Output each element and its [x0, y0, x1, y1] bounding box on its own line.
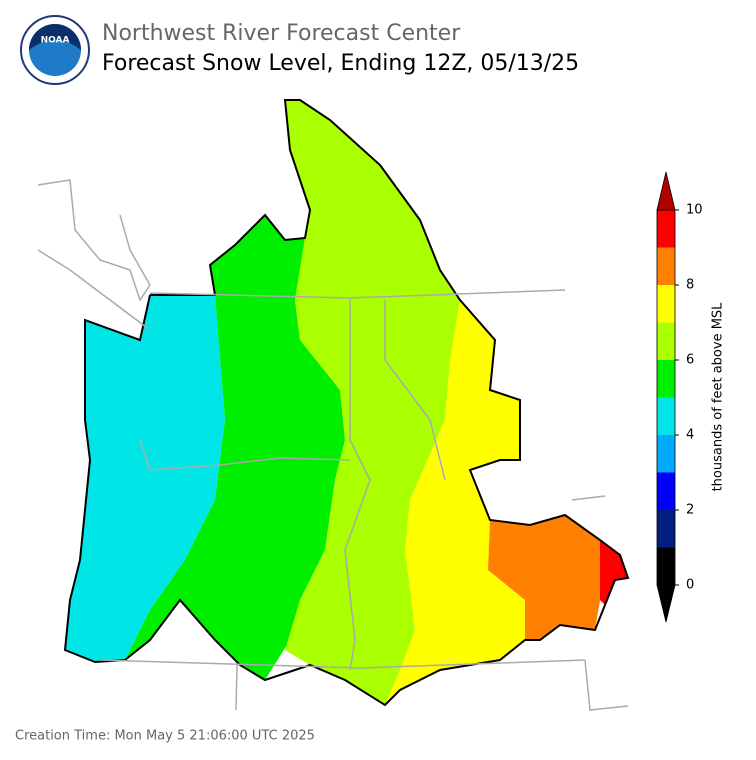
colorbar-segment	[657, 510, 675, 548]
colorbar-tick-label: 0	[686, 578, 694, 593]
colorbar-segment	[657, 472, 675, 510]
colorbar-segment	[657, 210, 675, 248]
colorbar: 0 2 4 6 8 10	[656, 171, 703, 623]
colorbar-tick-label: 8	[686, 278, 694, 293]
noaa-logo: NOAA	[20, 15, 90, 85]
logo-text: NOAA	[41, 36, 70, 46]
colorbar-tick-label: 4	[686, 428, 694, 443]
subtitle: Forecast Snow Level, Ending 12Z, 05/13/2…	[102, 51, 579, 76]
colorbar-segment	[657, 435, 675, 473]
colorbar-over-arrow	[656, 171, 676, 211]
colorbar-segment	[657, 285, 675, 323]
creation-time: Creation Time: Mon May 5 21:06:00 UTC 20…	[15, 729, 315, 744]
map	[37, 99, 630, 711]
colorbar-segment	[657, 247, 675, 285]
colorbar-segment	[657, 322, 675, 360]
colorbar-segment	[657, 547, 675, 585]
colorbar-tick-label: 10	[686, 203, 703, 218]
colorbar-label: thousands of feet above MSL	[711, 302, 726, 492]
title: Northwest River Forecast Center	[102, 21, 461, 46]
colorbar-frame	[656, 209, 676, 586]
colorbar-segment	[657, 397, 675, 435]
colorbar-tick-label: 2	[686, 503, 694, 518]
colorbar-tick-label: 6	[686, 353, 694, 368]
colorbar-under-arrow	[656, 584, 676, 623]
colorbar-segment	[657, 360, 675, 398]
